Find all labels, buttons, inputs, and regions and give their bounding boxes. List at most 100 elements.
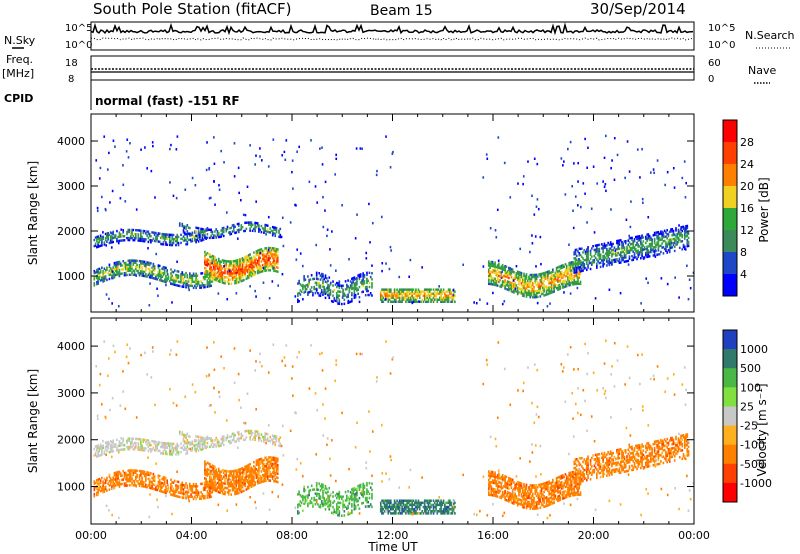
power-cell: [647, 215, 650, 219]
power-cell: [628, 245, 631, 248]
power-cell: [235, 281, 238, 285]
power-cell: [269, 265, 272, 268]
power-cell: [518, 283, 520, 286]
velocity-cell: [251, 482, 254, 486]
power-cell: [604, 246, 607, 249]
power-cell: [147, 240, 150, 244]
power-cell: [109, 231, 112, 234]
power-cell: [519, 273, 522, 276]
power-cell: [490, 264, 493, 268]
power-cell: [639, 238, 642, 242]
power-cell: [253, 255, 255, 258]
power-cell: [557, 288, 559, 291]
power-cell: [593, 258, 596, 262]
velocity-cell: [232, 432, 235, 435]
power-cell: [447, 288, 450, 291]
noise-frame: [90, 21, 695, 51]
power-cell: [239, 270, 241, 273]
power-cell: [494, 281, 496, 285]
power-cell: [673, 186, 676, 189]
power-cell: [647, 233, 650, 236]
velocity-cell: [156, 445, 158, 448]
power-cell: [585, 260, 588, 263]
power-cell: [217, 275, 220, 279]
velocity-cell: [163, 448, 166, 451]
power-cell: [570, 265, 573, 268]
power-cell: [653, 239, 656, 243]
power-cell: [221, 281, 224, 284]
power-cell: [621, 259, 623, 262]
power-cell: [570, 261, 573, 264]
power-cell: [158, 270, 161, 274]
power-cell: [162, 243, 165, 246]
power-cell: [408, 298, 411, 301]
power-cell: [529, 285, 532, 289]
power-cell: [227, 282, 230, 285]
power-cell: [235, 267, 238, 270]
velocity-cell: [158, 441, 161, 444]
power-cell: [114, 273, 117, 277]
velocity-cell: [150, 443, 152, 447]
velocity-cell: [146, 485, 148, 489]
power-cell: [297, 292, 299, 295]
power-cell: [501, 267, 504, 271]
velocity-cell: [185, 434, 187, 437]
power-cell: [210, 266, 212, 269]
power-cell: [236, 261, 239, 264]
power-cell: [577, 266, 579, 269]
power-cell: [673, 245, 676, 249]
power-cell: [686, 240, 689, 244]
power-cell: [509, 269, 511, 272]
power-cell: [348, 258, 350, 261]
power-cell: [131, 265, 133, 268]
power-cell: [366, 271, 368, 275]
power-cell: [124, 200, 127, 203]
power-cell: [417, 294, 420, 297]
power-cell: [319, 278, 322, 281]
velocity-cell: [111, 446, 113, 449]
beam-title: Beam 15: [370, 3, 433, 19]
power-cell: [147, 273, 150, 277]
power-cell: [435, 292, 437, 295]
velocity-cell: [274, 465, 277, 468]
power-cell: [186, 274, 189, 277]
power-cell: [249, 227, 251, 230]
velocity-cell: [178, 430, 181, 434]
power-cell: [96, 280, 98, 284]
power-cell: [276, 250, 279, 253]
power-cell: [547, 292, 549, 296]
power-cell: [185, 225, 187, 229]
power-cell: [641, 242, 643, 245]
power-cell: [97, 237, 99, 240]
power-cell: [264, 247, 267, 250]
power-cell: [687, 232, 690, 236]
velocity-cell: [239, 470, 241, 473]
power-cell: [158, 278, 161, 282]
power-cell: [578, 262, 581, 265]
power-cell: [141, 262, 143, 265]
power-cell: [655, 245, 657, 249]
velocity-cell: [230, 472, 233, 475]
power-cell: [97, 282, 99, 285]
velocity-cell: [178, 491, 181, 495]
power-cell: [251, 268, 254, 271]
power-cell: [501, 276, 504, 279]
velocity-cell: [255, 474, 258, 477]
power-cell: [529, 250, 531, 254]
power-cell: [246, 221, 249, 224]
power-cell: [573, 274, 576, 278]
power-cell: [217, 257, 220, 261]
power-cell: [223, 264, 225, 268]
power-cell: [548, 272, 550, 275]
power-cell: [195, 278, 197, 282]
power-cell: [258, 257, 260, 260]
power-cell: [218, 188, 221, 191]
power-cell: [211, 236, 214, 240]
power-cell: [259, 264, 261, 268]
velocity-cell: [260, 480, 263, 484]
power-cell: [118, 260, 121, 264]
velocity-cell: [165, 446, 167, 449]
power-cell: [172, 281, 175, 284]
power-colorbar-swatch: [723, 186, 737, 209]
power-cell: [673, 249, 676, 253]
